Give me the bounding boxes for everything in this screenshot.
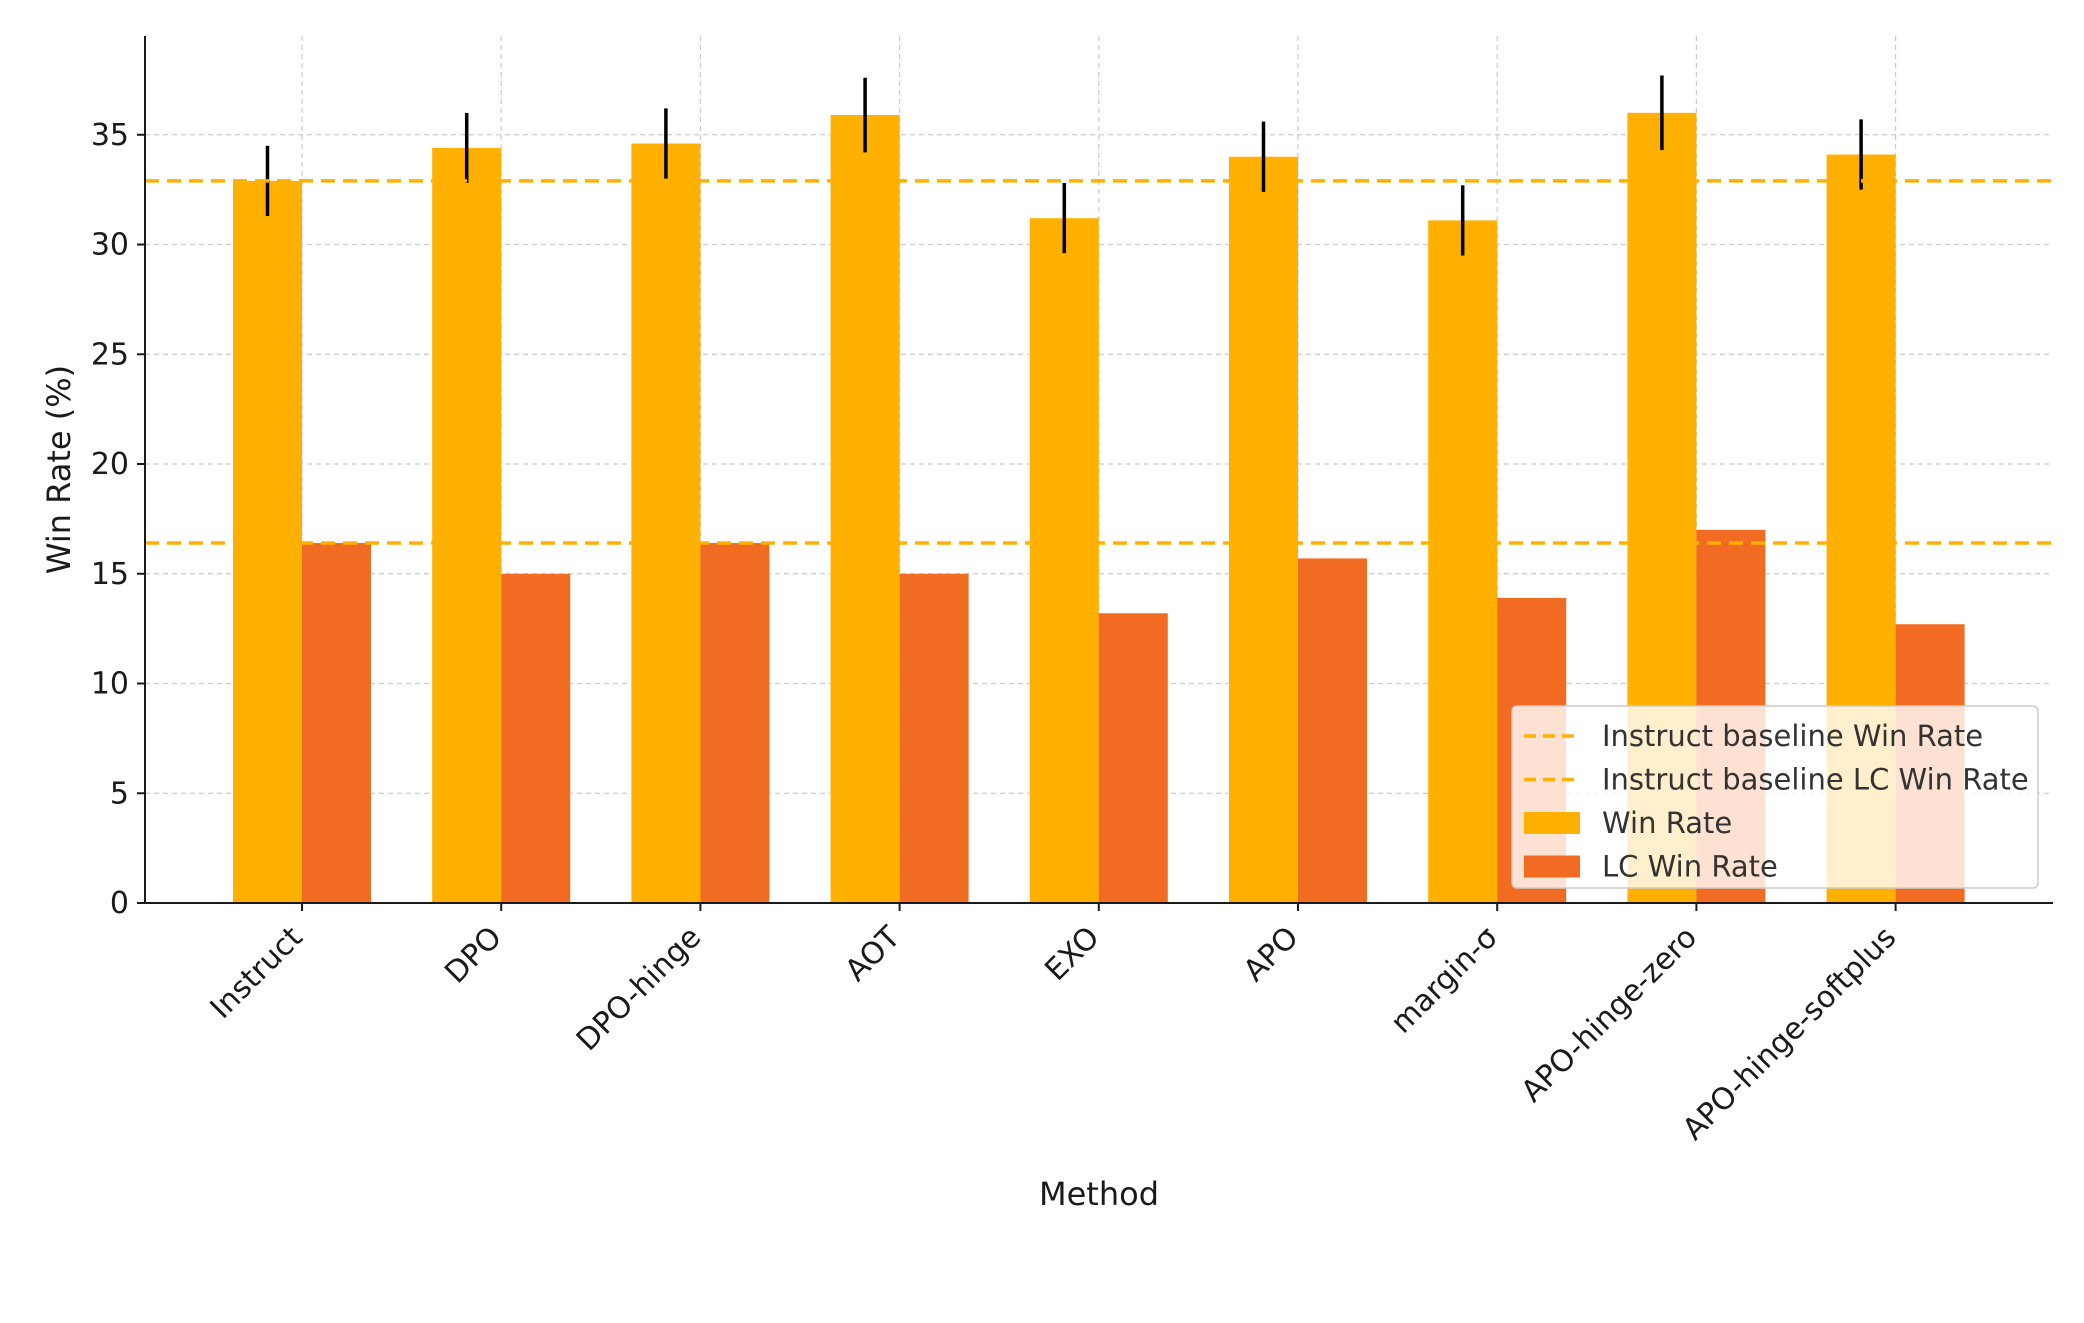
bar-win-rate xyxy=(1029,218,1099,903)
bar-win-rate xyxy=(830,115,900,904)
bar-win-rate xyxy=(631,143,701,904)
y-tick-label: 0 xyxy=(110,886,129,921)
bar-lc-win-rate xyxy=(700,543,770,903)
y-tick-label: 25 xyxy=(91,337,129,372)
y-tick-label: 5 xyxy=(110,776,129,811)
bar-lc-win-rate xyxy=(302,543,371,903)
legend-box xyxy=(1511,705,2039,889)
y-tick-label: 15 xyxy=(91,557,129,592)
legend-label: Win Rate xyxy=(1602,806,1732,840)
bar-win-rate xyxy=(432,147,502,903)
legend-patch-swatch xyxy=(1524,812,1580,834)
y-tick-label: 30 xyxy=(91,228,129,263)
bar-lc-win-rate xyxy=(899,573,969,903)
bar-lc-win-rate xyxy=(1298,558,1367,903)
x-axis-title: Method xyxy=(1039,1175,1159,1213)
bar-win-rate xyxy=(1428,220,1498,903)
legend-label: Instruct baseline Win Rate xyxy=(1602,719,1983,753)
bar-win-rate xyxy=(1229,156,1298,904)
bar-lc-win-rate xyxy=(501,573,571,903)
y-tick-label: 35 xyxy=(91,118,129,153)
legend-patch-swatch xyxy=(1524,855,1580,878)
bars xyxy=(233,112,1965,904)
y-tick-label: 20 xyxy=(91,447,129,482)
y-tick-label: 10 xyxy=(91,667,129,702)
legend: Instruct baseline Win Rate Instruct basel… xyxy=(1511,705,2039,889)
baseline-lines xyxy=(145,179,2053,545)
bar-lc-win-rate xyxy=(1098,613,1168,903)
legend-label: LC Win Rate xyxy=(1602,850,1778,884)
legend-label: Instruct baseline LC Win Rate xyxy=(1602,763,2029,797)
y-axis-title: Win Rate (%) xyxy=(40,365,78,574)
